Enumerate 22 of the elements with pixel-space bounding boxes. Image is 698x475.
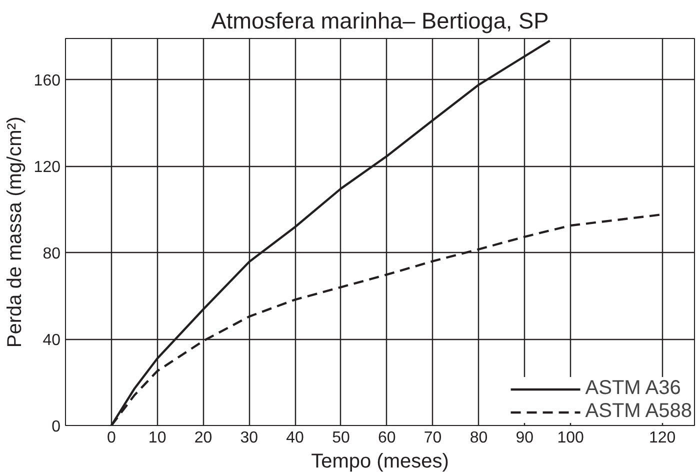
x-tick-label: 20: [194, 430, 212, 446]
x-tick-label: 90: [516, 430, 534, 446]
legend-label: ASTM A588: [585, 400, 692, 423]
legend-label: ASTM A36: [585, 377, 681, 400]
x-tick-label: 100: [557, 430, 584, 446]
x-tick-label: 0: [106, 430, 116, 446]
y-axis-title: Perda de massa (mg/cm²): [4, 116, 26, 348]
y-tick-label: 0: [52, 418, 61, 436]
x-tick-label: 120: [649, 430, 676, 446]
y-tick-label: 40: [42, 332, 61, 350]
x-tick-label: 80: [470, 430, 488, 446]
x-tick-label: 30: [240, 430, 258, 446]
chart-title: Atmosfera marinha– Bertioga, SP: [211, 8, 549, 34]
x-tick-label: 10: [148, 430, 166, 446]
x-tick-label: 70: [424, 430, 442, 446]
x-tick-label: 60: [378, 430, 396, 446]
x-axis-title: Tempo (meses): [311, 450, 449, 472]
x-tick-label: 40: [286, 430, 304, 446]
y-tick-label: 80: [42, 246, 61, 263]
y-tick-label: 120: [34, 159, 61, 176]
x-tick-label: 50: [332, 430, 350, 446]
y-tick-label: 160: [34, 72, 61, 90]
